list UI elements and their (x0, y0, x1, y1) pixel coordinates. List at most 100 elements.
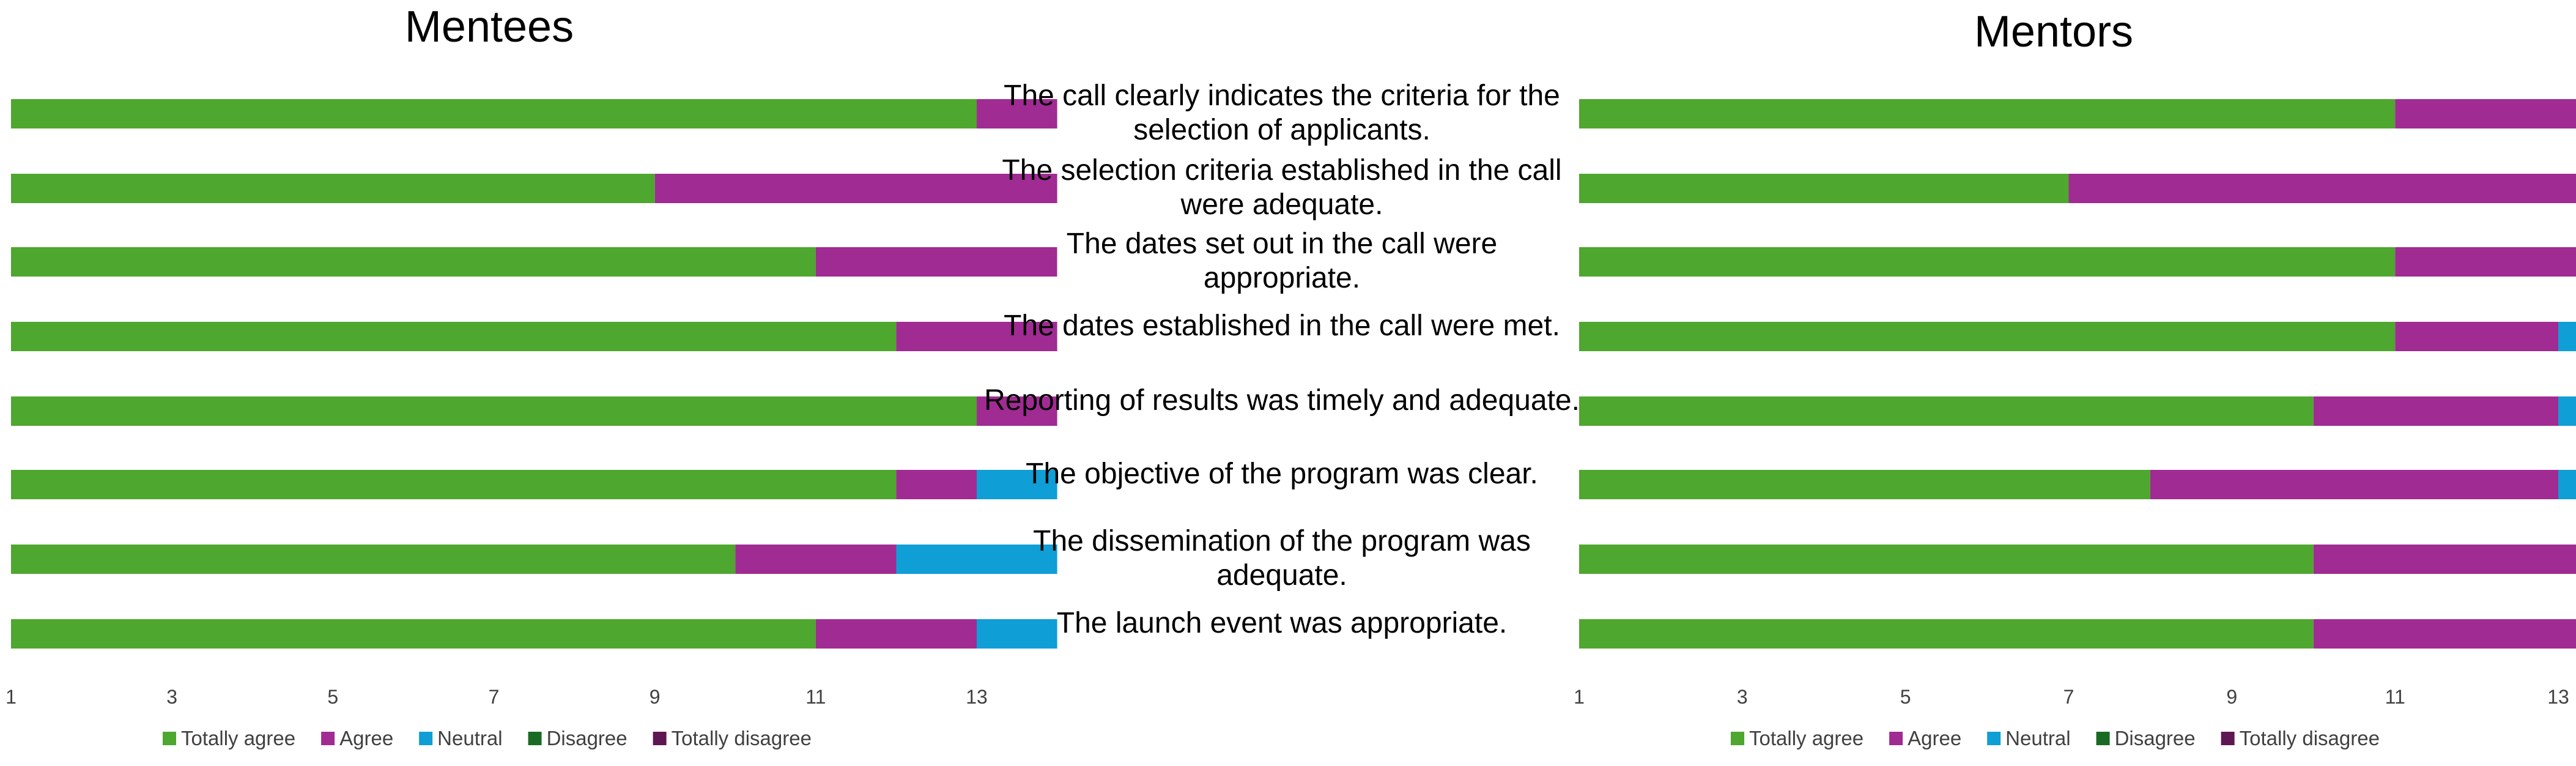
mentees-bar-q4-agree (896, 322, 1057, 351)
question-label-2-line-1: The selection criteria established in th… (1002, 154, 1561, 187)
mentees-legend-swatch-agree (321, 732, 335, 745)
mentees-bar-q3-totally-agree (11, 247, 816, 277)
mentors-legend-label-totally-disagree: Totally disagree (2240, 727, 2380, 749)
mentees-bar-q2-totally-agree (11, 174, 655, 203)
mentors-x-tick-label: 7 (2063, 686, 2074, 708)
mentees-x-tick-label: 11 (805, 686, 826, 708)
mentors-legend: Totally agree Agree Neutral Disagree Totally… (1731, 727, 2380, 749)
question-label-7-line-1: The dissemination of the program was (1033, 525, 1531, 557)
question-label-1-line-1: The call clearly indicates the criteria … (1004, 80, 1560, 112)
mentors-bar-q4-neutral (2558, 322, 2576, 351)
question-label-2: The selection criteria established in th… (1002, 154, 1561, 221)
question-label-8: The launch event was appropriate. (1057, 607, 1507, 639)
mentors-legend-swatch-neutral (1987, 732, 2001, 745)
mentees-x-tick-label: 5 (327, 686, 338, 708)
mentees-bar-area (11, 99, 1057, 649)
mentees-legend: Totally agree Agree Neutral Disagree Totally… (163, 727, 812, 749)
mentors-bar-q4-agree (2395, 322, 2558, 351)
mentors-x-tick-label: 9 (2226, 686, 2237, 708)
question-labels: The call clearly indicates the criteria … (984, 80, 1580, 639)
mentees-legend-swatch-totally-agree (163, 732, 176, 745)
mentees-legend-label-agree: Agree (339, 727, 393, 749)
mentees-bar-q7-neutral (896, 545, 1057, 574)
question-label-1: The call clearly indicates the criteria … (1004, 80, 1560, 146)
mentees-bar-q2-agree (654, 174, 1057, 203)
mentees-x-axis-ticks: 1 3 5 7 9 11 13 (6, 686, 988, 708)
mentors-x-axis-ticks: 1 3 5 7 9 11 13 (1574, 686, 2569, 708)
mentees-legend-swatch-totally-disagree (653, 732, 667, 745)
question-label-4-line-1: The dates established in the call were m… (1004, 310, 1560, 342)
mentors-bar-q5-agree (2313, 396, 2559, 426)
mentors-legend-swatch-agree (1889, 732, 1903, 745)
mentors-bar-q7-totally-agree (1579, 545, 2314, 574)
mentors-legend-swatch-totally-disagree (2221, 732, 2235, 745)
mentees-legend-label-disagree: Disagree (547, 727, 627, 749)
mentees-x-tick-label: 13 (966, 686, 988, 708)
mentors-bar-q7-agree (2313, 545, 2576, 574)
mentors-x-tick-label: 13 (2547, 686, 2569, 708)
question-label-5-line-1: Reporting of results was timely and adeq… (984, 384, 1580, 417)
mentees-bar-q8-totally-agree (11, 619, 816, 649)
mentees-bar-q5-agree (977, 396, 1057, 426)
mentors-x-tick-label: 1 (1574, 686, 1585, 708)
mentors-bar-q3-totally-agree (1579, 247, 2396, 277)
mentees-bar-q1-totally-agree (11, 99, 977, 128)
mentees-bar-q6-agree (896, 470, 977, 499)
mentees-bar-q4-totally-agree (11, 322, 897, 351)
mentees-bar-q7-agree (735, 545, 897, 574)
mentees-bar-q8-neutral (977, 619, 1057, 649)
mentors-x-tick-label: 5 (1900, 686, 1911, 708)
mentors-bar-q1-agree (2395, 99, 2576, 128)
mentors-chart-title: Mentors (1974, 7, 2133, 56)
mentees-x-tick-label: 3 (166, 686, 177, 708)
mentors-x-tick-label: 11 (2385, 686, 2405, 708)
mentees-bar-q7-totally-agree (11, 545, 736, 574)
mentors-bar-q2-agree (2068, 174, 2576, 203)
mentors-bar-q5-neutral (2558, 396, 2576, 426)
mentors-bar-q4-totally-agree (1579, 322, 2396, 351)
mentors-legend-swatch-disagree (2096, 732, 2110, 745)
mentors-legend-label-totally-agree: Totally agree (1749, 727, 1864, 749)
question-label-7: The dissemination of the program was adeq… (1033, 525, 1531, 592)
mentees-bar-q3-agree (815, 247, 1057, 277)
mentors-bar-q2-totally-agree (1579, 174, 2069, 203)
mentors-bar-q6-neutral (2558, 470, 2576, 499)
question-label-7-line-2: adequate. (1216, 559, 1347, 592)
mentors-bar-q8-totally-agree (1579, 619, 2314, 649)
mentors-bar-area (1579, 99, 2576, 649)
mentees-legend-swatch-neutral (419, 732, 433, 745)
mentors-legend-swatch-totally-agree (1731, 732, 1744, 745)
mentees-legend-label-neutral: Neutral (437, 727, 502, 749)
mentees-legend-label-totally-agree: Totally agree (181, 727, 295, 749)
question-label-1-line-2: selection of applicants. (1133, 114, 1430, 146)
mentees-bar-q8-agree (815, 619, 977, 649)
question-label-6-line-1: The objective of the program was clear. (1026, 458, 1538, 490)
mentors-bar-q3-agree (2395, 247, 2576, 277)
question-label-3-line-2: appropriate. (1204, 262, 1360, 294)
question-label-5: Reporting of results was timely and adeq… (984, 384, 1580, 417)
mentors-legend-label-neutral: Neutral (2005, 727, 2070, 749)
mentors-bar-q1-totally-agree (1579, 99, 2396, 128)
question-label-3-line-1: The dates set out in the call were (1067, 228, 1497, 260)
mentees-bar-q1-agree (977, 99, 1057, 128)
mentees-legend-swatch-disagree (528, 732, 542, 745)
question-label-8-line-1: The launch event was appropriate. (1057, 607, 1507, 639)
mentees-bar-q6-totally-agree (11, 470, 897, 499)
mentors-bar-q6-totally-agree (1579, 470, 2150, 499)
mentees-legend-label-totally-disagree: Totally disagree (672, 727, 812, 749)
mentors-x-tick-label: 3 (1737, 686, 1748, 708)
mentees-chart-title: Mentees (405, 2, 574, 51)
mentees-x-tick-label: 1 (6, 686, 17, 708)
mentors-bar-q8-agree (2313, 619, 2576, 649)
mentees-x-tick-label: 7 (489, 686, 500, 708)
mentees-bar-q5-totally-agree (11, 396, 977, 426)
mentors-bar-q5-totally-agree (1579, 396, 2314, 426)
question-label-2-line-2: were adequate. (1180, 188, 1383, 221)
mentees-bar-q6-neutral (977, 470, 1057, 499)
question-label-4: The dates established in the call were m… (1004, 310, 1560, 342)
mentors-bar-q6-agree (2150, 470, 2558, 499)
mentees-x-tick-label: 9 (650, 686, 661, 708)
question-label-3: The dates set out in the call were approp… (1067, 228, 1497, 294)
question-label-6: The objective of the program was clear. (1026, 458, 1538, 490)
